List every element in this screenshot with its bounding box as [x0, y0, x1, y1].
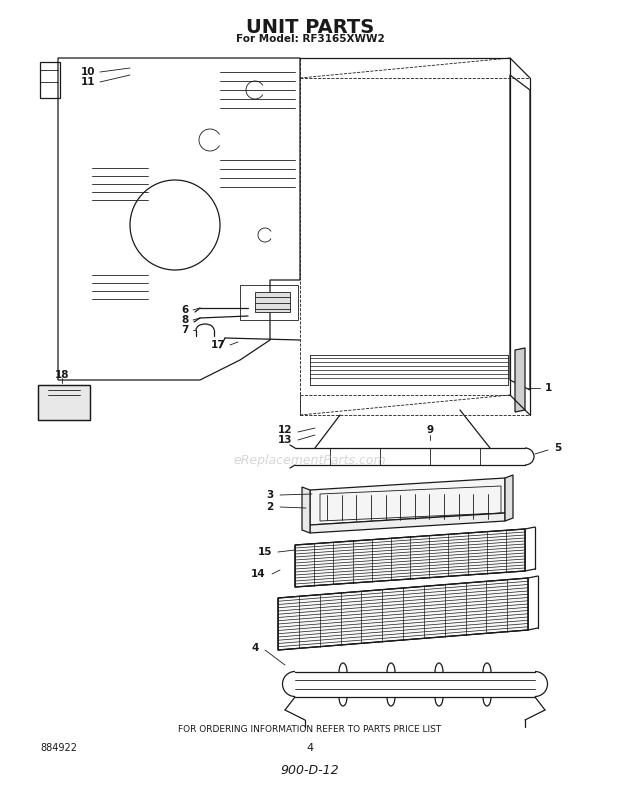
Polygon shape: [310, 478, 505, 525]
Text: 15: 15: [258, 547, 272, 557]
Text: 17: 17: [211, 340, 225, 350]
Text: 18: 18: [55, 370, 69, 380]
Polygon shape: [310, 513, 505, 533]
Text: 4: 4: [251, 643, 259, 653]
Polygon shape: [515, 348, 525, 412]
Text: 9: 9: [427, 425, 433, 435]
Text: 884922: 884922: [40, 743, 77, 753]
Text: 13: 13: [278, 435, 292, 445]
Text: 5: 5: [554, 443, 562, 453]
Text: 6: 6: [182, 305, 188, 315]
Text: 900-D-12: 900-D-12: [281, 763, 339, 777]
Polygon shape: [255, 292, 290, 312]
Text: 10: 10: [81, 67, 95, 77]
Text: 14: 14: [250, 569, 265, 579]
Text: 8: 8: [182, 315, 188, 325]
Polygon shape: [302, 487, 310, 533]
Text: 2: 2: [267, 502, 273, 512]
Text: 7: 7: [181, 325, 188, 335]
Polygon shape: [295, 529, 525, 587]
Text: 3: 3: [267, 490, 273, 500]
Text: eReplacementParts.com: eReplacementParts.com: [234, 453, 386, 467]
Text: 1: 1: [544, 383, 552, 393]
Text: 11: 11: [81, 77, 95, 87]
Text: FOR ORDERING INFORMATION REFER TO PARTS PRICE LIST: FOR ORDERING INFORMATION REFER TO PARTS …: [179, 726, 441, 734]
Polygon shape: [38, 385, 90, 420]
Text: 12: 12: [278, 425, 292, 435]
Polygon shape: [505, 475, 513, 521]
Text: 4: 4: [306, 743, 314, 753]
Text: UNIT PARTS: UNIT PARTS: [246, 18, 374, 37]
Polygon shape: [278, 578, 528, 650]
Text: For Model: RF3165XWW2: For Model: RF3165XWW2: [236, 34, 384, 44]
